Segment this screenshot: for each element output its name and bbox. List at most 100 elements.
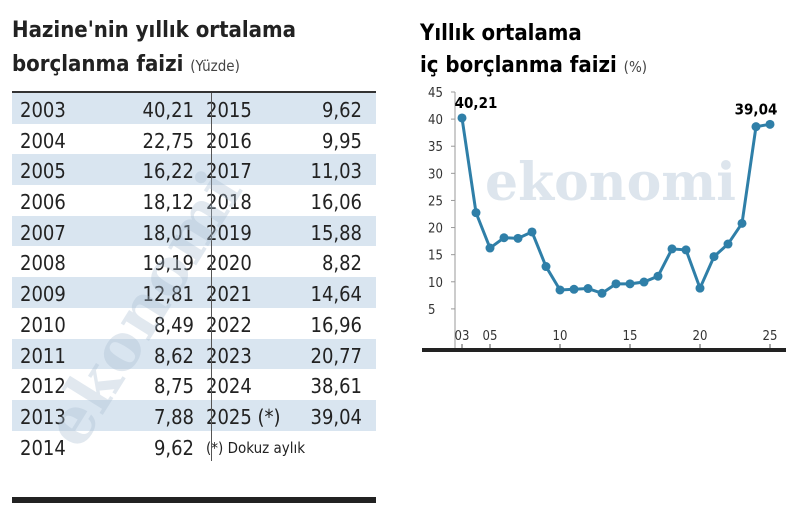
y-tick-label: 30 xyxy=(428,167,443,182)
table-title-line: borçlanma faizi (Yüzde) xyxy=(12,52,240,77)
table-row: 2003 40,21 2015 9,62 xyxy=(12,93,376,124)
point xyxy=(751,122,761,132)
x-tick-label: 03 xyxy=(455,329,470,344)
bottom-bar xyxy=(12,497,376,503)
table-unit: (Yüzde) xyxy=(190,57,240,75)
y-tick-label: 25 xyxy=(428,194,443,209)
value-label: 39,04 xyxy=(735,100,778,118)
point xyxy=(695,283,705,293)
rate: 39,04 xyxy=(310,404,363,429)
rate: 9,62 xyxy=(321,98,362,122)
rate: 8,82 xyxy=(321,251,362,276)
rate: 20,77 xyxy=(310,343,363,368)
point xyxy=(485,243,495,253)
rate: 22,75 xyxy=(142,128,195,153)
year: 2025 (*) xyxy=(206,404,281,429)
year: 2004 xyxy=(20,128,66,153)
rate: 18,12 xyxy=(142,190,195,215)
point xyxy=(765,119,775,129)
table-row: 2011 8,62 2023 20,77 xyxy=(12,338,376,370)
point xyxy=(583,284,593,294)
point xyxy=(541,262,551,272)
chart-subtitle: iç borçlanma faizi (%) xyxy=(420,53,647,78)
point xyxy=(653,271,663,281)
year: 2018 xyxy=(206,190,252,215)
point xyxy=(639,277,649,287)
y-tick-label: 40 xyxy=(428,113,443,128)
rate: 8,75 xyxy=(153,374,194,399)
rate: 9,95 xyxy=(321,128,362,153)
point xyxy=(527,227,537,237)
table-row: 2007 18,01 2019 15,88 xyxy=(12,215,376,247)
table-row: 2004 22,75 2016 9,95 xyxy=(12,124,376,155)
rate: 40,21 xyxy=(142,98,195,122)
rate: 12,81 xyxy=(142,282,195,307)
rate: 14,64 xyxy=(310,282,363,307)
y-tick-label: 15 xyxy=(428,249,443,264)
rate: 11,03 xyxy=(310,159,363,184)
point xyxy=(569,284,579,294)
year: 2003 xyxy=(20,98,66,122)
year: 2008 xyxy=(20,251,66,276)
point xyxy=(667,244,677,254)
rate: 7,88 xyxy=(153,404,194,429)
table-row: 2008 19,19 2020 8,82 xyxy=(12,246,376,277)
table-title-2: borçlanma faizi xyxy=(12,52,184,77)
table-row: 2005 16,22 2017 11,03 xyxy=(12,154,376,186)
y-tick-label: 20 xyxy=(428,222,443,237)
point xyxy=(611,279,621,289)
table-row: 2009 12,81 2021 14,64 xyxy=(12,277,376,308)
rate: 16,96 xyxy=(310,312,363,337)
year: 2005 xyxy=(20,159,66,184)
table-title: Hazine'nin yıllık ortalama xyxy=(12,18,296,43)
year: 2020 xyxy=(206,251,252,276)
point xyxy=(499,233,509,243)
table-row: 2013 7,88 2025 (*) 39,04 xyxy=(12,399,376,431)
table-row: 2010 8,49 2022 16,96 xyxy=(12,308,376,339)
year: 2013 xyxy=(20,404,66,429)
rate: 9,62 xyxy=(153,435,194,460)
year: 2012 xyxy=(20,374,66,399)
subtitle-text: iç borçlanma faizi xyxy=(420,53,617,78)
point xyxy=(471,208,481,218)
point xyxy=(709,252,719,262)
year: 2024 xyxy=(206,374,252,399)
year: 2022 xyxy=(206,312,252,337)
x-axis xyxy=(422,348,786,352)
year: 2006 xyxy=(20,190,66,215)
rate: 19,19 xyxy=(142,251,195,276)
x-tick-label: 10 xyxy=(553,329,568,344)
divider xyxy=(211,93,212,462)
x-tick-label: 20 xyxy=(693,329,708,344)
table-row: 2014 9,62 (*) Dokuz aylık xyxy=(12,431,376,462)
rate: 15,88 xyxy=(310,220,363,245)
year: 2015 xyxy=(206,98,252,122)
point xyxy=(457,113,467,123)
rate: 16,06 xyxy=(310,190,363,215)
point xyxy=(555,285,565,295)
rate: 38,61 xyxy=(310,374,363,399)
point xyxy=(513,233,523,243)
table-row: 2006 18,12 2018 16,06 xyxy=(12,185,376,216)
y-tick-label: 45 xyxy=(428,86,443,101)
point xyxy=(723,239,733,249)
y-tick-label: 35 xyxy=(428,140,443,155)
rate: 8,62 xyxy=(153,343,194,368)
year: 2019 xyxy=(206,220,252,245)
point xyxy=(625,279,635,289)
x-tick-label: 05 xyxy=(483,329,498,344)
year: 2021 xyxy=(206,282,252,307)
year: 2023 xyxy=(206,343,252,368)
x-tick-label: 15 xyxy=(623,329,638,344)
year: 2017 xyxy=(206,159,252,184)
year: 2016 xyxy=(206,128,252,153)
year: 2010 xyxy=(20,312,66,337)
point xyxy=(681,245,691,255)
point xyxy=(597,288,607,298)
footnote: (*) Dokuz aylık xyxy=(206,438,306,457)
table: 2003 40,21 2015 9,62 2004 22,75 2016 9,95 2005 16… xyxy=(12,91,376,462)
chart-title: Yıllık ortalama xyxy=(419,21,582,46)
x-tick-label: 25 xyxy=(763,329,778,344)
